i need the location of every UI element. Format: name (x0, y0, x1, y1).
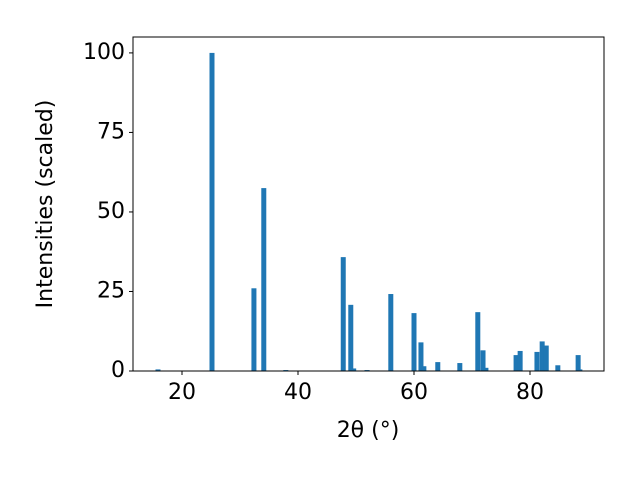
x-tick-label: 20 (168, 380, 196, 405)
bar (348, 304, 354, 371)
bar (418, 342, 424, 371)
bar (261, 188, 267, 371)
x-axis-label: 2θ (°) (337, 418, 400, 443)
bar (421, 366, 427, 371)
y-tick-label: 25 (97, 278, 125, 303)
bar (340, 257, 346, 371)
bar (411, 313, 417, 371)
bar (539, 341, 545, 371)
bar (435, 362, 441, 371)
bar (543, 345, 549, 371)
bar (577, 369, 583, 371)
bar (483, 367, 489, 371)
bar (534, 351, 540, 371)
x-tick-label: 80 (516, 380, 544, 405)
bar (475, 312, 481, 371)
x-tick-label: 40 (284, 380, 312, 405)
y-tick-label: 75 (97, 119, 125, 144)
bar (251, 288, 257, 371)
bar (155, 369, 161, 371)
y-axis-label: Intensities (scaled) (33, 100, 58, 309)
bar (209, 52, 215, 372)
bar (351, 368, 357, 371)
x-tick-label: 60 (400, 380, 428, 405)
bar (480, 350, 486, 371)
plot-frame (132, 36, 605, 372)
bar (513, 355, 519, 371)
y-tick-label: 0 (111, 358, 125, 383)
bar (517, 350, 523, 371)
y-tick-label: 50 (97, 199, 125, 224)
bar (555, 365, 561, 371)
bar (575, 355, 581, 371)
bar (457, 363, 463, 371)
bar (388, 294, 394, 371)
y-tick-label: 100 (83, 40, 125, 65)
